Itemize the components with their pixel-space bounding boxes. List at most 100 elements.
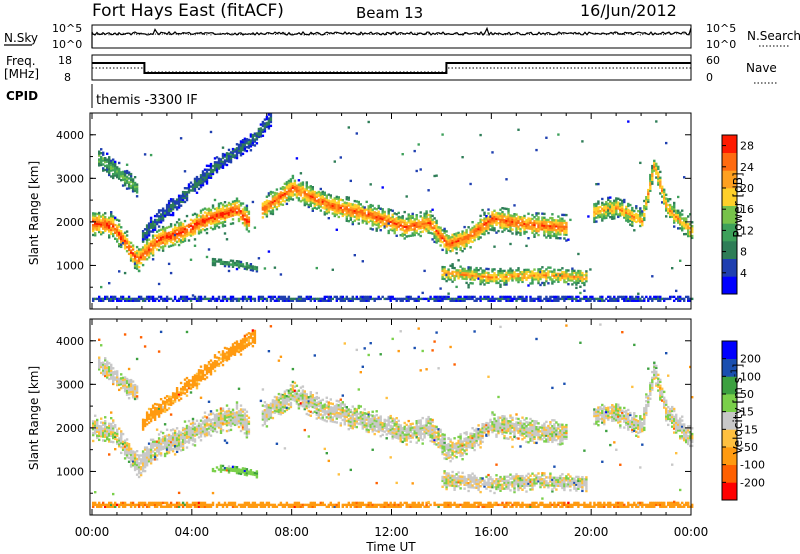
echo-cell: [571, 283, 574, 286]
echo-cell: [295, 194, 299, 197]
echo-cell: [657, 175, 660, 178]
echo-cell: [355, 200, 358, 203]
echo-cell: [133, 266, 137, 270]
echo-cell: [193, 212, 197, 216]
echo-cell: [559, 274, 562, 277]
echo-cell: [94, 234, 97, 237]
echo-cell: [409, 222, 412, 226]
echo-cell: [417, 227, 420, 230]
echo-cell: [227, 201, 231, 205]
echo-cell: [137, 250, 141, 253]
echo-cell: [563, 233, 566, 236]
echo-cell: [509, 228, 512, 231]
echo-cell: [677, 219, 680, 222]
echo-cell: [231, 259, 235, 263]
echo-cell: [173, 231, 177, 234]
echo-cell: [321, 200, 324, 203]
echo-cell: [267, 209, 271, 213]
echo-cell: [427, 189, 430, 192]
echo-cell: [263, 204, 267, 208]
echo-cell: [325, 295, 328, 299]
echo-cell: [621, 295, 624, 299]
echo-cell: [493, 268, 496, 271]
echo-cell: [165, 438, 169, 441]
echo-cell: [379, 213, 382, 216]
echo-cell: [365, 295, 368, 299]
echo-cell: [361, 299, 364, 302]
echo-cell: [357, 202, 360, 206]
echo-cell: [539, 272, 542, 275]
echo-cell: [605, 202, 608, 206]
echo-cell: [149, 446, 153, 449]
echo-cell: [171, 208, 175, 211]
echo-cell: [503, 273, 506, 276]
echo-cell: [665, 197, 668, 200]
echo-cell: [553, 276, 556, 279]
echo-cell: [491, 219, 494, 222]
echo-cell: [469, 234, 472, 237]
echo-cell: [241, 208, 245, 211]
echo-cell: [245, 206, 249, 209]
echo-cell: [102, 299, 105, 302]
echo-cell: [491, 226, 494, 230]
echo-cell: [565, 277, 568, 280]
echo-cell: [121, 446, 125, 449]
echo-cell: [221, 164, 225, 167]
echo-cell: [437, 235, 440, 239]
echo-cell: [501, 207, 504, 210]
echo-cell: [463, 243, 466, 246]
echo-cell: [459, 265, 462, 268]
echo-cell: [131, 464, 135, 467]
echo-cell: [114, 174, 117, 177]
echo-cell: [475, 299, 478, 302]
echo-cell: [239, 148, 243, 151]
echo-cell: [339, 198, 342, 201]
echo-cell: [287, 299, 291, 302]
echo-cell: [447, 297, 450, 301]
echo-cell: [147, 254, 151, 257]
echo-cell: [597, 299, 600, 302]
echo-cell: [561, 295, 564, 299]
echo-cell: [275, 200, 279, 203]
echo-cell: [523, 230, 526, 233]
echo-cell: [519, 276, 522, 280]
echo-cell: [143, 462, 147, 465]
echo-cell: [171, 436, 175, 439]
echo-cell: [114, 295, 117, 299]
echo-cell: [403, 221, 406, 225]
echo-cell: [495, 279, 498, 283]
echo-cell: [217, 157, 221, 160]
echo-cell: [104, 374, 107, 378]
echo-cell: [237, 212, 241, 215]
echo-cell: [221, 152, 225, 156]
echo-cell: [177, 206, 181, 209]
echo-cell: [499, 214, 502, 217]
echo-cell: [481, 226, 484, 230]
echo-cell: [153, 503, 157, 507]
echo-cell: [231, 210, 235, 213]
echo-cell: [373, 299, 376, 302]
echo-cell: [317, 299, 320, 302]
echo-cell: [507, 229, 510, 232]
echo-cell: [249, 263, 253, 266]
echo-cell: [473, 272, 476, 275]
echo-cell: [661, 195, 664, 198]
echo-cell: [199, 217, 203, 220]
echo-cell: [443, 268, 446, 271]
echo-cell: [501, 295, 504, 299]
echo-cell: [179, 295, 183, 299]
echo-cell: [100, 233, 103, 236]
echo-cell: [511, 275, 514, 278]
echo-cell: [125, 450, 129, 453]
echo-cell: [563, 299, 566, 302]
echo-cell: [165, 203, 169, 207]
echo-cell: [543, 283, 546, 287]
echo-cell: [207, 221, 211, 224]
echo-cell: [563, 219, 566, 223]
echo-cell: [509, 267, 512, 270]
echo-cell: [173, 443, 177, 446]
echo-cell: [397, 297, 400, 301]
echo-cell: [265, 205, 269, 208]
echo-cell: [405, 227, 408, 230]
echo-cell: [289, 182, 293, 185]
